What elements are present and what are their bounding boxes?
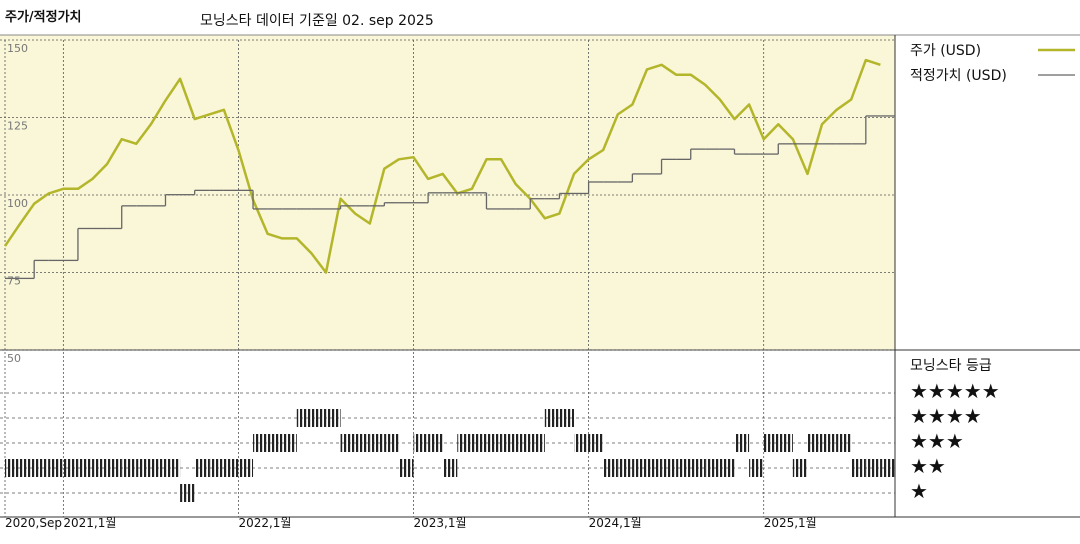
rating-bar xyxy=(661,459,677,477)
rating-bar xyxy=(690,459,706,477)
rating-label: ★★★★★ xyxy=(910,379,1000,403)
rating-label: ★★★★ xyxy=(910,404,982,428)
rating-bar xyxy=(457,434,472,452)
rating-bar xyxy=(676,459,691,477)
rating-bar xyxy=(223,459,239,477)
rating-bar xyxy=(92,459,108,477)
chart-subtitle: 모닝스타 데이터 기준일 02. sep 2025 xyxy=(200,13,434,29)
rating-bar xyxy=(413,434,429,452)
rating-bar xyxy=(34,459,49,477)
x-tick-label: 2025,1월 xyxy=(764,516,817,530)
rating-bar xyxy=(530,434,545,452)
rating-bar xyxy=(749,459,764,477)
rating-bar xyxy=(559,409,575,427)
rating-bar xyxy=(574,434,589,452)
rating-bar xyxy=(77,459,93,477)
rating-bar xyxy=(19,459,35,477)
rating-bar xyxy=(267,434,283,452)
rating-bar xyxy=(471,434,487,452)
rating-bar xyxy=(544,409,560,427)
rating-bar xyxy=(792,459,808,477)
y-tick-label: 125 xyxy=(7,120,28,133)
rating-bar xyxy=(121,459,137,477)
rating-bar xyxy=(238,459,254,477)
y-tick-label: 50 xyxy=(7,352,21,365)
rating-bar xyxy=(150,459,166,477)
rating-bar xyxy=(486,434,502,452)
rating-bar xyxy=(311,409,326,427)
rating-bar xyxy=(719,459,735,477)
rating-label: ★★★ xyxy=(910,429,964,453)
rating-bar xyxy=(136,459,151,477)
rating-bar xyxy=(501,434,516,452)
rating-bar xyxy=(836,434,852,452)
chart-title: 주가/적정가치 xyxy=(5,9,82,25)
rating-label: ★★ xyxy=(910,454,946,478)
rating-bar xyxy=(398,459,414,477)
rating-bar xyxy=(428,434,443,452)
rating-label: ★ xyxy=(910,479,928,503)
rating-bar xyxy=(165,459,181,477)
rating-bar xyxy=(355,434,370,452)
x-tick-label: 2020,Sep xyxy=(5,516,62,530)
rating-bar xyxy=(209,459,224,477)
rating-bar xyxy=(180,484,195,502)
rating-bar xyxy=(325,409,341,427)
rating-bar xyxy=(442,459,458,477)
y-tick-label: 150 xyxy=(7,42,28,55)
rating-bar xyxy=(880,459,895,477)
rating-bar xyxy=(763,434,779,452)
rating-bar xyxy=(107,459,122,477)
rating-bar xyxy=(194,459,210,477)
x-tick-label: 2024,1월 xyxy=(589,516,642,530)
legend-label: 적정가치 (USD) xyxy=(910,68,1007,84)
x-tick-label: 2021,1월 xyxy=(63,516,116,530)
legend-label: 주가 (USD) xyxy=(910,43,981,59)
x-tick-label: 2023,1월 xyxy=(414,516,467,530)
rating-bar xyxy=(617,459,633,477)
rating-bar xyxy=(603,459,618,477)
rating-bar xyxy=(807,434,823,452)
rating-bar xyxy=(632,459,647,477)
rating-title: 모닝스타 등급 xyxy=(910,358,992,374)
rating-bar xyxy=(734,434,750,452)
rating-bar xyxy=(865,459,881,477)
rating-bar xyxy=(384,434,399,452)
rating-bar xyxy=(851,459,866,477)
rating-bar xyxy=(253,434,268,452)
rating-bar xyxy=(588,434,604,452)
rating-bar xyxy=(63,459,78,477)
rating-bar xyxy=(48,459,64,477)
rating-bar xyxy=(340,434,356,452)
rating-bar xyxy=(646,459,662,477)
rating-bar xyxy=(515,434,531,452)
price-line xyxy=(3,58,881,274)
rating-bar xyxy=(705,459,720,477)
rating-bar xyxy=(822,434,837,452)
rating-bar xyxy=(5,459,20,477)
y-tick-label: 100 xyxy=(7,197,28,210)
rating-bar xyxy=(778,434,793,452)
x-tick-label: 2022,1월 xyxy=(238,516,291,530)
rating-bar xyxy=(369,434,385,452)
rating-bar xyxy=(296,409,312,427)
y-tick-label: 75 xyxy=(7,275,21,288)
rating-bar xyxy=(282,434,297,452)
